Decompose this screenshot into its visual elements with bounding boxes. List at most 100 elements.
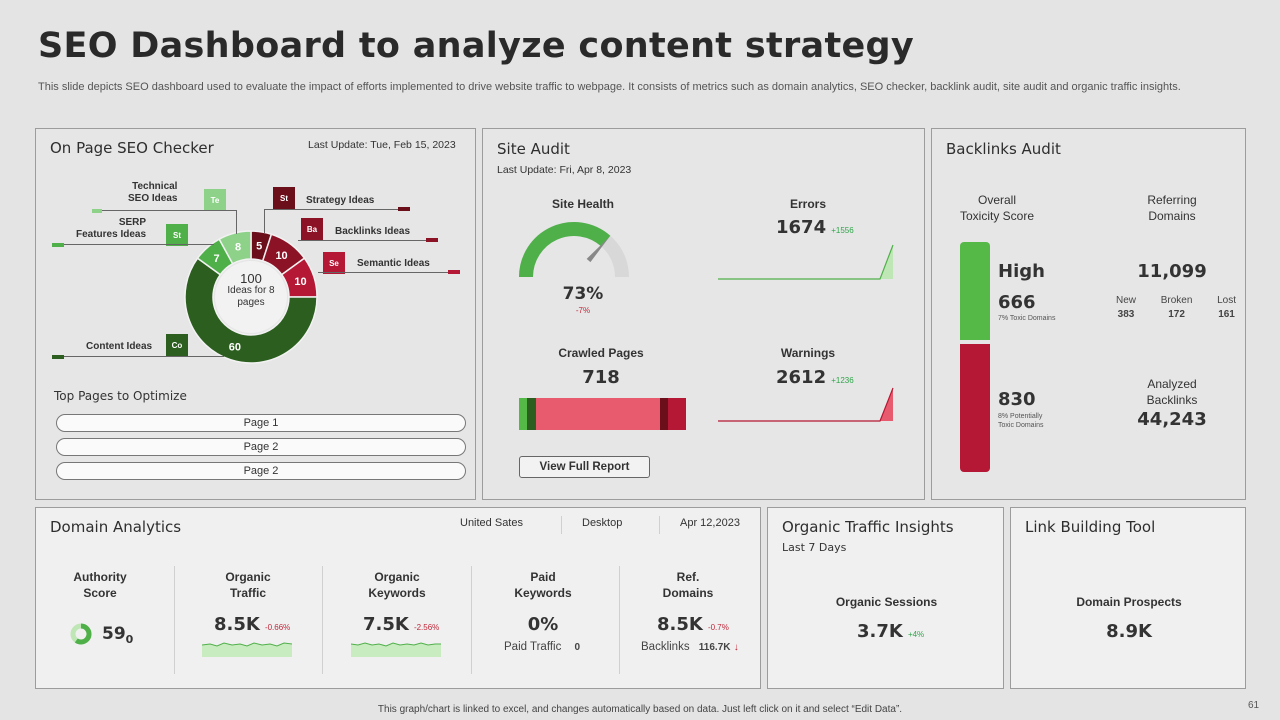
page-button-3[interactable]: Page 2 <box>56 462 466 480</box>
organic-sessions-label: Organic Sessions <box>835 595 938 609</box>
lost-label: Lost <box>1217 295 1236 306</box>
broken-label: Broken <box>1160 295 1193 306</box>
domain-analytics-panel: Domain Analytics United Sates Desktop Ap… <box>35 507 761 689</box>
toxic-sub-line1: 8% Potentially <box>998 413 1043 420</box>
paid-line2: Keywords <box>514 586 572 600</box>
backlinks-audit-panel: Backlinks Audit Overall Toxicity Score H… <box>931 128 1246 500</box>
donut-center-value: 100 <box>240 271 262 286</box>
toxicity-level: High <box>998 261 1045 282</box>
crawled-pages-label: Crawled Pages <box>558 346 644 360</box>
errors-value: 1674 <box>776 217 827 238</box>
organic-sessions-row: 3.7K +4% <box>857 621 924 642</box>
label-technical-line2: SEO Ideas <box>128 193 178 204</box>
organic-sessions-delta: +4% <box>907 630 925 639</box>
donut-segment-value: 7 <box>214 253 220 265</box>
label-backlinks-ideas: Backlinks Ideas <box>335 226 411 237</box>
analyzed-backlinks-label: Analyzed Backlinks <box>1112 376 1232 408</box>
backlinks-value: 116.7K <box>698 642 731 653</box>
keywords-line1: Organic <box>374 570 420 584</box>
lead-strategy-v <box>264 209 265 233</box>
paid-keywords-label: Paid Keywords <box>493 569 593 601</box>
paid-line1: Paid <box>530 570 556 584</box>
site-audit-panel: Site Audit Last Update: Fri, Apr 8, 2023… <box>482 128 925 500</box>
domain-prospects-value: 8.9K <box>1106 621 1152 642</box>
warnings-value: 2612 <box>776 367 827 388</box>
referring-line1: Referring <box>1147 193 1197 207</box>
paid-traffic-label: Paid Traffic <box>504 641 562 653</box>
site-health-label: Site Health <box>551 197 614 211</box>
page-button-2[interactable]: Page 2 <box>56 438 466 456</box>
traffic-line2: Traffic <box>229 586 266 600</box>
donut-center-line1: Ideas for 8 <box>227 285 275 296</box>
toxic-sub-line2: Toxic Domains <box>998 422 1044 429</box>
authority-score-ring <box>70 623 92 645</box>
analyzed-line1: Analyzed <box>1147 377 1197 391</box>
donut-center <box>215 261 287 333</box>
seo-checker-title: On Page SEO Checker <box>50 139 214 157</box>
ref-domains-value-row: 8.5K -0.7% <box>657 614 729 635</box>
mark-technical <box>92 209 102 213</box>
top-pages-title: Top Pages to Optimize <box>54 389 187 403</box>
label-serp-line2: Features Ideas <box>76 229 147 240</box>
warnings-delta: +1236 <box>831 376 854 385</box>
seo-checker-last-update: Last Update: Tue, Feb 15, 2023 <box>308 139 456 151</box>
referring-domains-label: Referring Domains <box>1112 192 1232 224</box>
ideas-donut-chart: 5 10 10 60 7 8 <box>184 230 318 364</box>
organic-traffic-value-row: 8.5K -0.66% <box>214 614 290 635</box>
organic-traffic-sparkline <box>202 642 292 657</box>
ref-line1: Ref. <box>676 570 700 584</box>
safe-sub: 7% Toxic Domains <box>998 315 1056 322</box>
analyzed-backlinks-value: 44,243 <box>1137 409 1207 430</box>
authority-score-value: 59 <box>102 624 126 644</box>
mark-semantic <box>448 270 460 274</box>
metric-divider-1 <box>174 566 175 674</box>
errors-label: Errors <box>789 197 827 211</box>
lost-value: 161 <box>1218 309 1235 320</box>
site-health-value: 73% <box>562 284 604 304</box>
lead-content <box>54 356 224 357</box>
warnings-label: Warnings <box>780 346 836 360</box>
crawl-seg-1 <box>519 398 527 430</box>
referring-breakdown: New 383 Broken 172 Lost 161 <box>1116 295 1236 320</box>
authority-value-row: 590 <box>102 624 133 646</box>
errors-sparkline <box>718 244 894 280</box>
mark-content <box>52 355 64 359</box>
broken-value: 172 <box>1168 309 1185 320</box>
crawled-pages-value: 718 <box>582 367 620 388</box>
metric-divider-2 <box>322 566 323 674</box>
donut-segment <box>218 230 252 265</box>
link-building-title: Link Building Tool <box>1025 518 1156 536</box>
donut-center-line2: pages <box>237 297 265 308</box>
metric-divider-3 <box>471 566 472 674</box>
mark-strategy <box>398 207 410 211</box>
donut-segment-value: 8 <box>235 242 241 254</box>
domain-analytics-title: Domain Analytics <box>50 518 182 536</box>
warnings-value-row: 2612 +1236 <box>776 367 854 388</box>
authority-score-label: Authority Score <box>50 569 150 601</box>
referring-line2: Domains <box>1148 209 1196 223</box>
page-button-1[interactable]: Page 1 <box>56 414 466 432</box>
site-health-gauge <box>519 222 629 278</box>
tag-semantic: Se <box>323 252 345 274</box>
donut-segment-value: 10 <box>275 250 287 262</box>
toxicity-bar-safe <box>960 242 990 340</box>
authority-line1: Authority <box>73 570 127 584</box>
lead-strategy <box>264 209 410 210</box>
ref-domains-label: Ref. Domains <box>638 569 738 601</box>
domain-device[interactable]: Desktop <box>582 517 623 529</box>
lead-semantic <box>318 272 460 273</box>
link-building-panel: Link Building Tool Domain Prospects 8.9K <box>1010 507 1246 689</box>
crawl-seg-3 <box>536 398 660 430</box>
broken-domains: Broken 172 <box>1161 295 1193 320</box>
new-domains: New 383 <box>1116 295 1136 320</box>
crawl-seg-2 <box>527 398 536 430</box>
referring-domains-value: 11,099 <box>1137 261 1207 282</box>
donut-segment-value: 5 <box>256 241 262 253</box>
domain-country[interactable]: United Sates <box>460 517 523 529</box>
view-full-report-button[interactable]: View Full Report <box>519 456 650 478</box>
organic-traffic-delta: -0.66% <box>264 623 291 632</box>
domain-date[interactable]: Apr 12,2023 <box>680 517 740 529</box>
lost-domains: Lost 161 <box>1217 295 1236 320</box>
toxicity-score-label: Overall Toxicity Score <box>942 192 1052 224</box>
site-audit-title: Site Audit <box>497 140 570 158</box>
